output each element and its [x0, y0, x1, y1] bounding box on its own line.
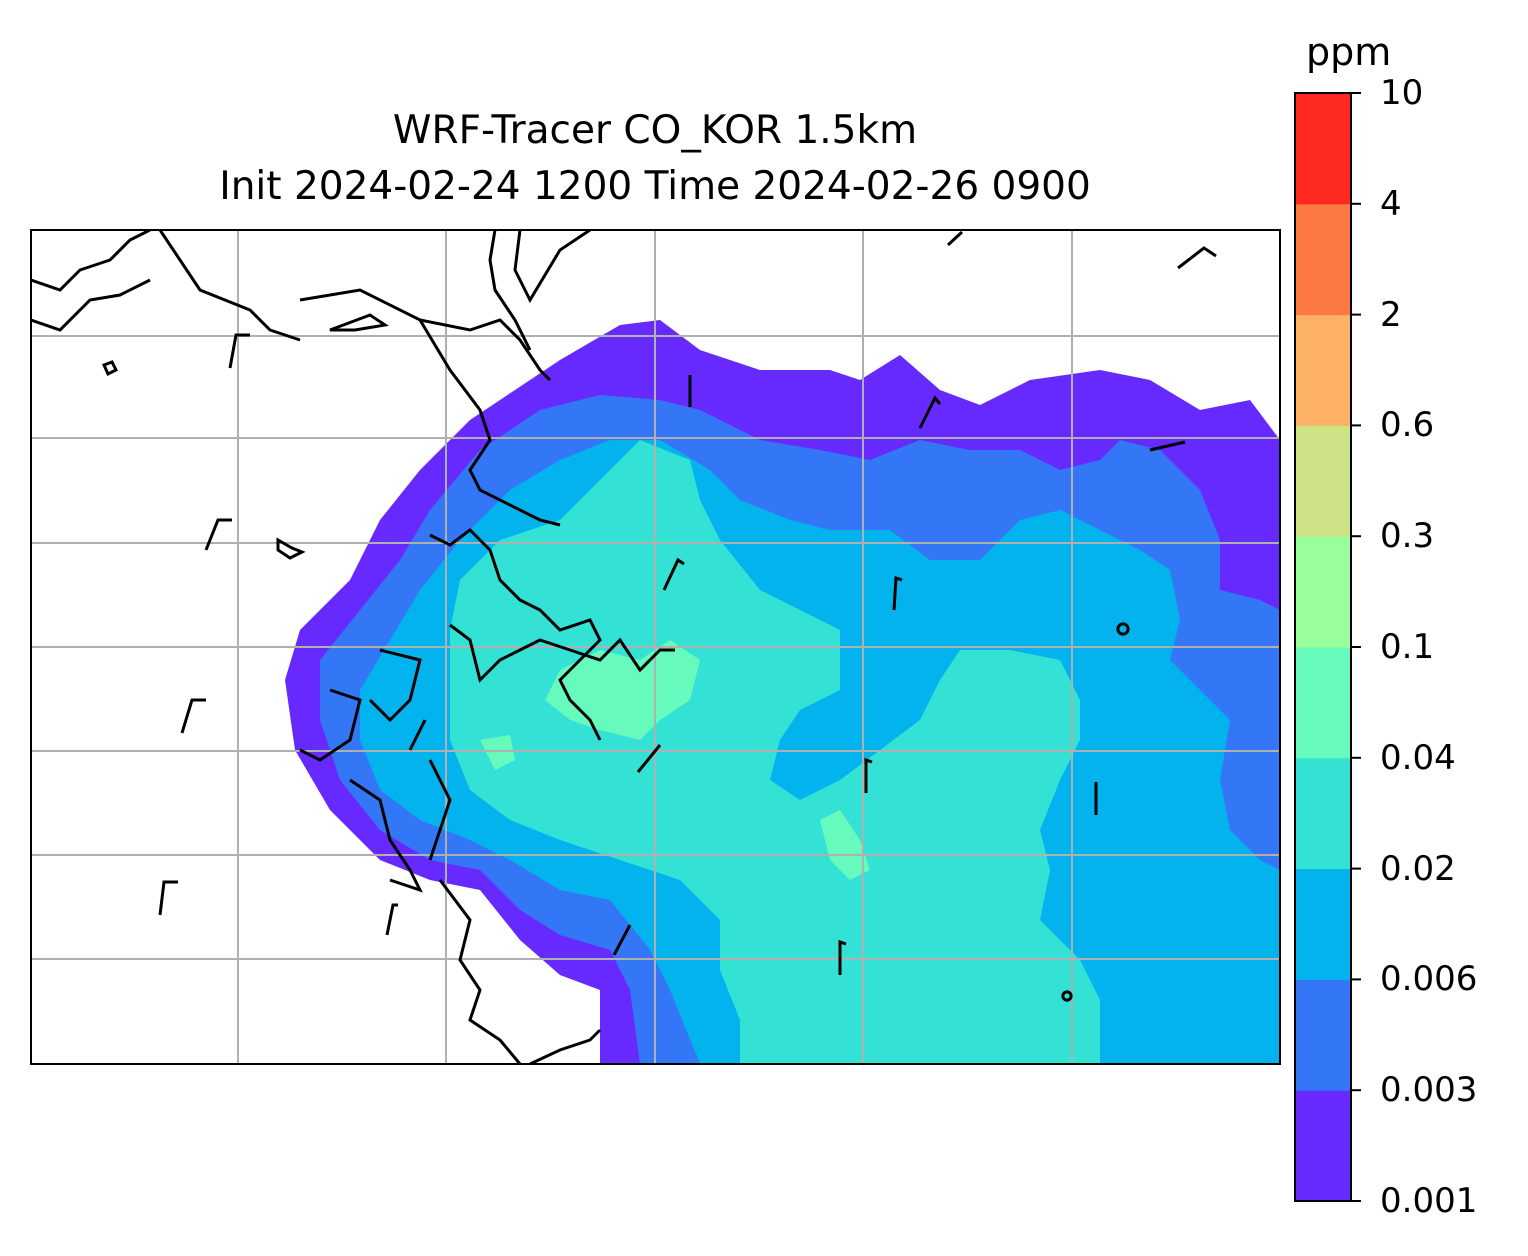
colorbar-tick-label: 0.003	[1380, 1070, 1478, 1111]
contour-0.04-c	[480, 735, 515, 770]
colorbar-tick-label: 0.02	[1380, 848, 1456, 889]
colorbar-tick-label: 0.1	[1380, 627, 1435, 667]
map-title-line2: Init 2024-02-24 1200 Time 2024-02-26 090…	[219, 164, 1091, 209]
map-gridlines	[31, 230, 1280, 1064]
colorbar-segment	[1295, 203, 1351, 316]
coastline	[31, 230, 1130, 1064]
colorbar-tick-label: 4	[1380, 183, 1402, 224]
map-frame	[30, 229, 1281, 1065]
colorbar-tick-label: 0.3	[1380, 516, 1435, 557]
colorbar-segment	[1295, 1090, 1351, 1202]
colorbar-tick-label: 10	[1380, 73, 1424, 113]
colorbar-unit: ppm	[1306, 30, 1392, 74]
colorbar-segment	[1295, 93, 1351, 205]
colorbar-segment	[1295, 868, 1351, 980]
colorbar-tick-label: 0.6	[1380, 405, 1435, 446]
colorbar-segment	[1295, 314, 1351, 426]
colorbar-segment	[1295, 647, 1351, 759]
colorbar-tick-label: 0.001	[1380, 1181, 1478, 1221]
colorbar-tick-label: 0.04	[1380, 737, 1456, 778]
contour-0.04-b	[820, 810, 870, 880]
colorbar-segment	[1295, 536, 1351, 648]
colorbar-segment	[1295, 979, 1351, 1091]
colorbar-segment	[1295, 757, 1351, 870]
colorbar-tick-label: 0.006	[1380, 959, 1478, 1000]
colorbar-segment	[1295, 425, 1351, 537]
map-title-line1: WRF-Tracer CO_KOR 1.5km	[392, 108, 918, 153]
colorbar-tick-label: 2	[1380, 294, 1402, 335]
wind-barbs	[158, 230, 1217, 975]
